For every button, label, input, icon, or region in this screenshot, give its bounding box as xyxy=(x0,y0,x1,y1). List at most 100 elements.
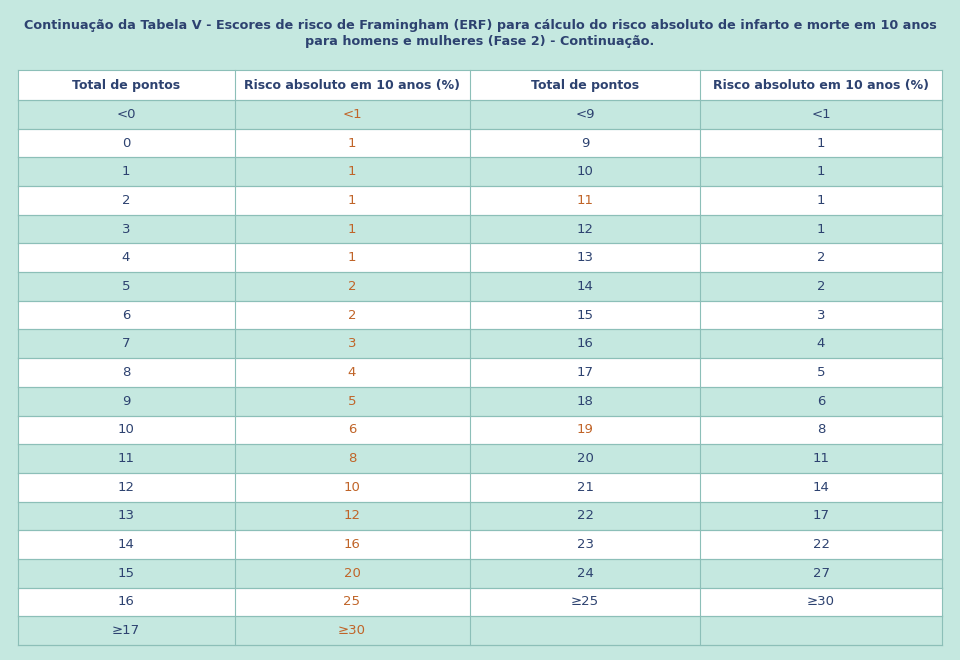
Bar xyxy=(18,559,942,587)
Text: 8: 8 xyxy=(817,423,826,436)
Bar xyxy=(18,587,942,616)
Text: 24: 24 xyxy=(577,567,593,579)
Text: 3: 3 xyxy=(817,309,826,321)
Text: 1: 1 xyxy=(348,165,356,178)
Text: <9: <9 xyxy=(575,108,595,121)
Text: ≥30: ≥30 xyxy=(807,595,835,609)
Text: 1: 1 xyxy=(817,137,826,150)
Bar xyxy=(18,329,942,358)
Text: 2: 2 xyxy=(817,280,826,293)
Text: 3: 3 xyxy=(122,222,131,236)
Text: 4: 4 xyxy=(348,366,356,379)
Text: 2: 2 xyxy=(348,280,356,293)
Text: 1: 1 xyxy=(122,165,131,178)
Text: 19: 19 xyxy=(577,423,593,436)
Text: 23: 23 xyxy=(577,538,593,551)
Bar xyxy=(18,416,942,444)
Text: 0: 0 xyxy=(122,137,131,150)
Bar xyxy=(18,387,942,416)
Bar xyxy=(18,186,942,214)
Text: 14: 14 xyxy=(812,480,829,494)
Text: 11: 11 xyxy=(117,452,134,465)
Bar xyxy=(18,301,942,329)
Text: 13: 13 xyxy=(577,251,593,264)
Text: 9: 9 xyxy=(122,395,131,408)
Text: Total de pontos: Total de pontos xyxy=(531,79,639,92)
Text: 1: 1 xyxy=(348,251,356,264)
Text: 10: 10 xyxy=(117,423,134,436)
Text: 16: 16 xyxy=(577,337,593,350)
Text: 25: 25 xyxy=(344,595,361,609)
Text: 6: 6 xyxy=(122,309,131,321)
Text: 8: 8 xyxy=(122,366,131,379)
Bar xyxy=(18,444,942,473)
Text: 1: 1 xyxy=(348,222,356,236)
Bar xyxy=(18,358,942,387)
Text: 6: 6 xyxy=(817,395,826,408)
Text: 20: 20 xyxy=(577,452,593,465)
Text: 12: 12 xyxy=(577,222,593,236)
Bar xyxy=(18,244,942,272)
Text: 14: 14 xyxy=(117,538,134,551)
Text: <1: <1 xyxy=(342,108,362,121)
Text: para homens e mulheres (Fase 2) - Continuação.: para homens e mulheres (Fase 2) - Contin… xyxy=(305,36,655,48)
Text: 11: 11 xyxy=(812,452,829,465)
Text: 5: 5 xyxy=(348,395,356,408)
Text: ≥30: ≥30 xyxy=(338,624,366,637)
Text: 11: 11 xyxy=(577,194,593,207)
Text: Risco absoluto em 10 anos (%): Risco absoluto em 10 anos (%) xyxy=(244,79,460,92)
Text: 10: 10 xyxy=(344,480,360,494)
Text: 21: 21 xyxy=(577,480,593,494)
Text: 13: 13 xyxy=(117,510,134,523)
Text: 3: 3 xyxy=(348,337,356,350)
Bar xyxy=(18,272,942,301)
Text: 14: 14 xyxy=(577,280,593,293)
Text: 1: 1 xyxy=(817,222,826,236)
Text: 8: 8 xyxy=(348,452,356,465)
Text: 7: 7 xyxy=(122,337,131,350)
Text: Risco absoluto em 10 anos (%): Risco absoluto em 10 anos (%) xyxy=(713,79,929,92)
Text: <1: <1 xyxy=(811,108,830,121)
Text: 16: 16 xyxy=(117,595,134,609)
Text: 22: 22 xyxy=(577,510,593,523)
Text: 2: 2 xyxy=(817,251,826,264)
Bar xyxy=(18,473,942,502)
Text: Continuação da Tabela V - Escores de risco de Framingham (ERF) para cálculo do r: Continuação da Tabela V - Escores de ris… xyxy=(24,18,936,32)
Text: <0: <0 xyxy=(116,108,135,121)
Text: 1: 1 xyxy=(817,194,826,207)
Text: 10: 10 xyxy=(577,165,593,178)
Bar xyxy=(18,100,942,129)
Bar xyxy=(18,157,942,186)
Text: 1: 1 xyxy=(348,137,356,150)
Text: 12: 12 xyxy=(117,480,134,494)
Text: 15: 15 xyxy=(577,309,593,321)
Text: 16: 16 xyxy=(344,538,360,551)
Text: 18: 18 xyxy=(577,395,593,408)
Bar xyxy=(18,129,942,157)
Text: ≥17: ≥17 xyxy=(112,624,140,637)
Text: 5: 5 xyxy=(817,366,826,379)
Text: 4: 4 xyxy=(122,251,131,264)
Text: 2: 2 xyxy=(348,309,356,321)
Text: 12: 12 xyxy=(344,510,361,523)
Text: 9: 9 xyxy=(581,137,589,150)
Text: Total de pontos: Total de pontos xyxy=(72,79,180,92)
Text: 1: 1 xyxy=(817,165,826,178)
Text: 15: 15 xyxy=(117,567,134,579)
Bar xyxy=(18,530,942,559)
Text: 27: 27 xyxy=(812,567,829,579)
Text: 5: 5 xyxy=(122,280,131,293)
Bar xyxy=(18,214,942,244)
Text: 17: 17 xyxy=(577,366,593,379)
Text: 6: 6 xyxy=(348,423,356,436)
Text: 22: 22 xyxy=(812,538,829,551)
Bar xyxy=(18,616,942,645)
Text: 1: 1 xyxy=(348,194,356,207)
Text: 20: 20 xyxy=(344,567,360,579)
Text: ≥25: ≥25 xyxy=(571,595,599,609)
Text: 2: 2 xyxy=(122,194,131,207)
Bar xyxy=(18,70,942,100)
Text: 17: 17 xyxy=(812,510,829,523)
Bar xyxy=(18,502,942,530)
Text: 4: 4 xyxy=(817,337,826,350)
